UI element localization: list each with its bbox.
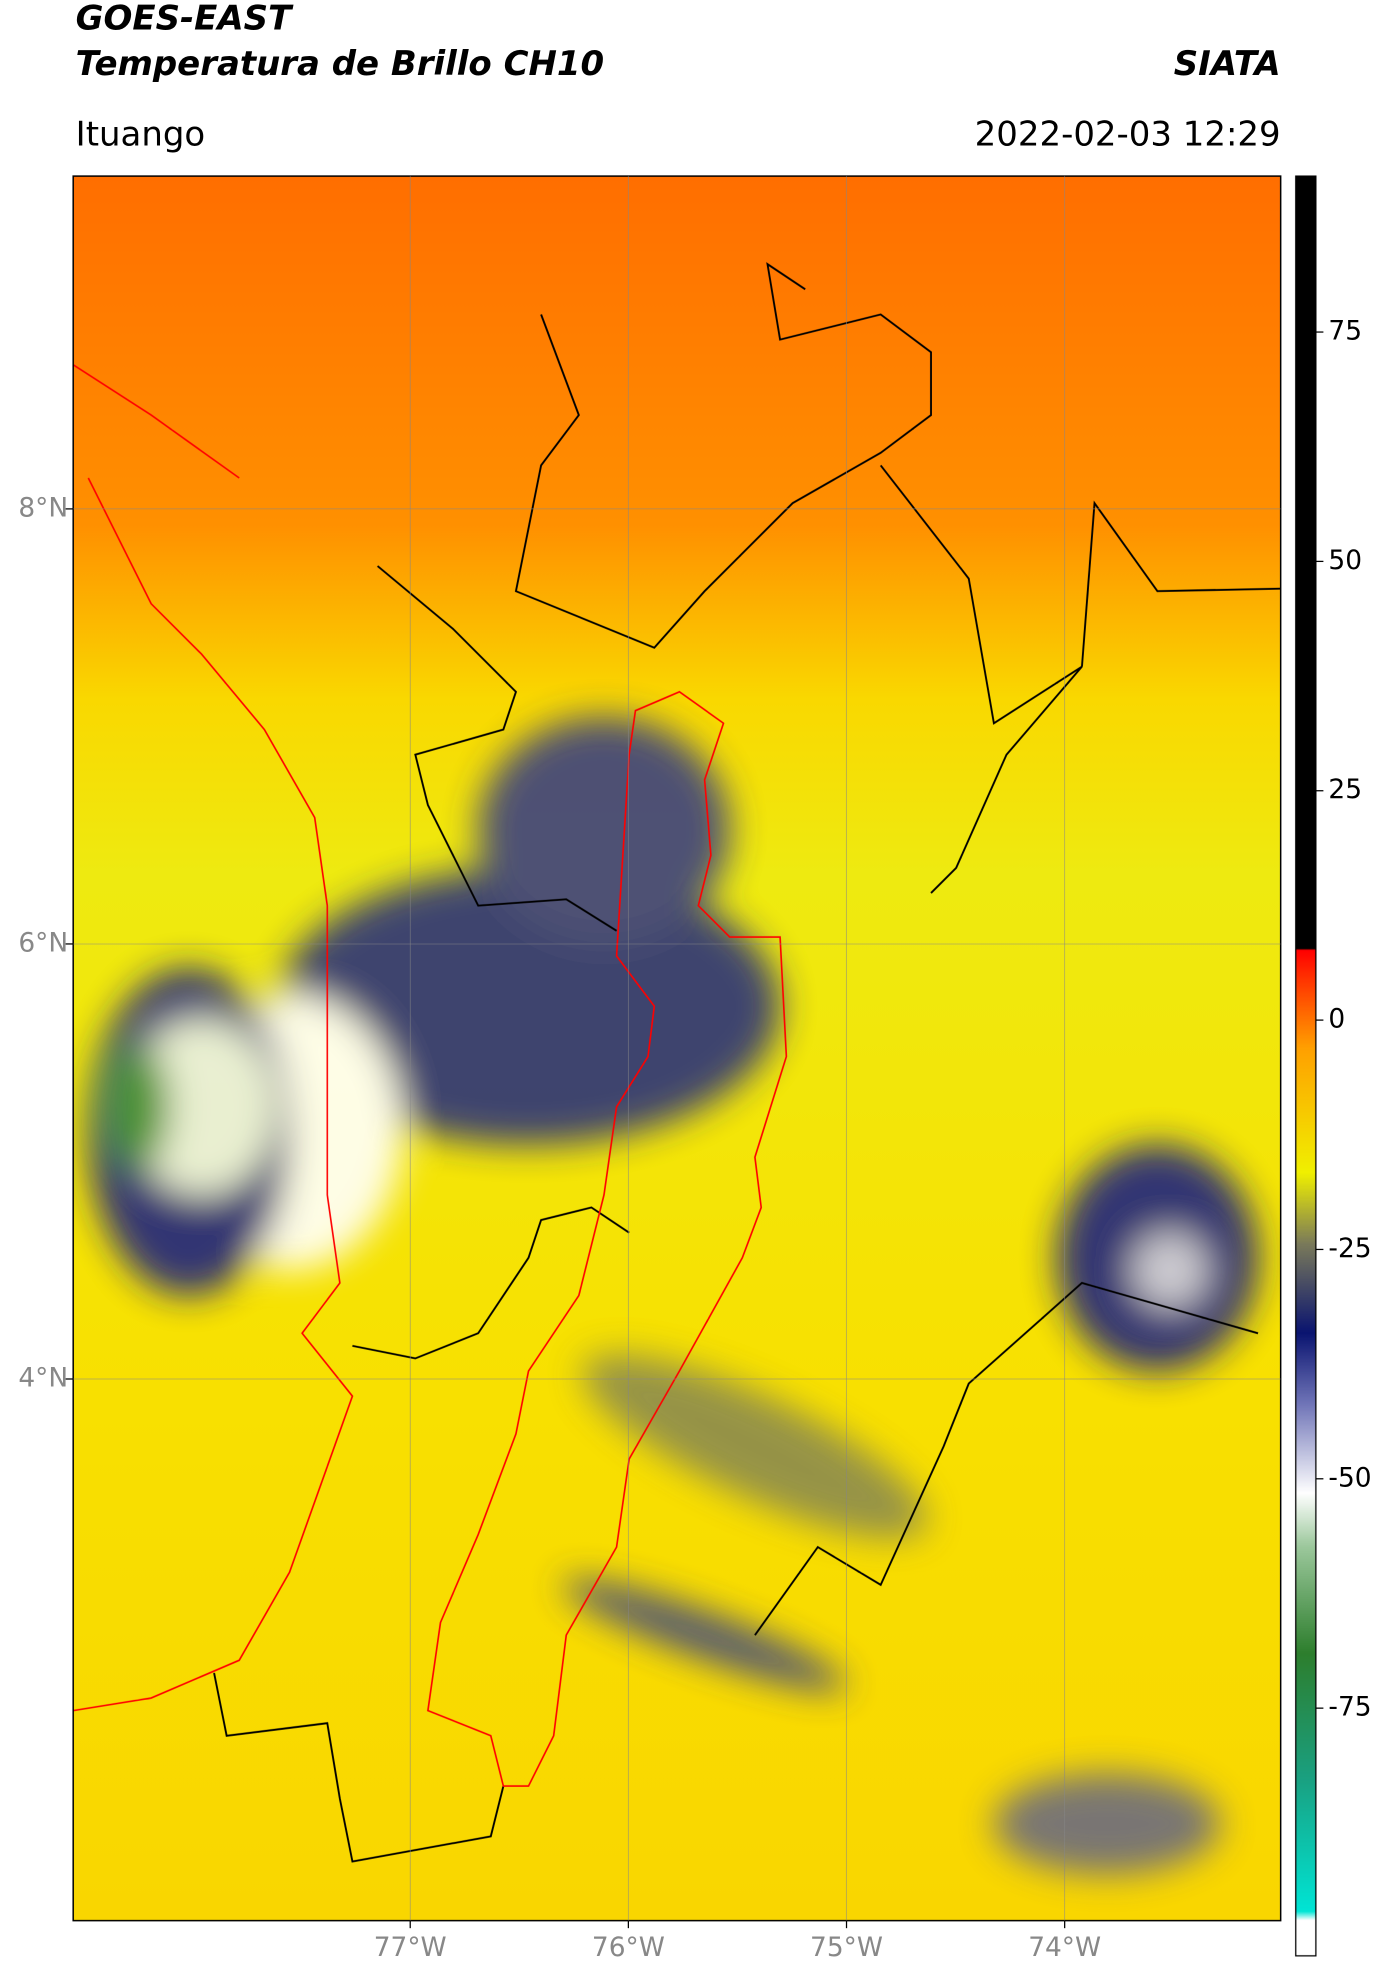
y-tick-label: 6°N <box>18 927 68 958</box>
satellite-image <box>73 176 1281 1921</box>
colorbar-tick-label: 75 <box>1328 316 1362 347</box>
y-tick-label: 4°N <box>18 1362 68 1393</box>
title: GOES-EAST <box>76 0 294 39</box>
datetime: 2022-02-03 12:29 <box>975 114 1281 154</box>
y-tick-label: 8°N <box>18 492 68 523</box>
organization: SIATA <box>1174 44 1281 84</box>
colorbar <box>1295 175 1317 1957</box>
x-tick-label: 75°W <box>810 1932 883 1963</box>
x-tick-label: 77°W <box>374 1932 447 1963</box>
colorbar-tick-label: -25 <box>1328 1233 1371 1264</box>
region: Ituango <box>76 114 206 154</box>
colorbar-tick-label: 50 <box>1328 545 1362 576</box>
colorbar-tick-label: -75 <box>1328 1692 1371 1723</box>
x-tick-label: 76°W <box>592 1932 665 1963</box>
colorbar-tick-label: -50 <box>1328 1462 1371 1493</box>
x-tick-label: 74°W <box>1028 1932 1101 1963</box>
colorbar-tick-label: 25 <box>1328 774 1362 805</box>
subtitle: Temperatura de Brillo CH10 <box>76 44 604 84</box>
map-frame <box>72 175 1282 1922</box>
colorbar-tick-label: 0 <box>1328 1004 1345 1035</box>
